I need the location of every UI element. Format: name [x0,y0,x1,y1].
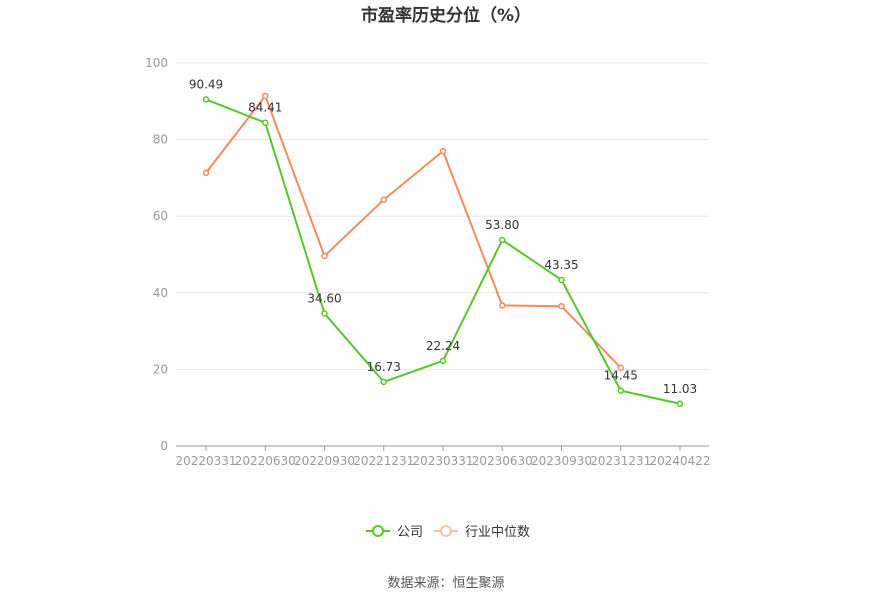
x-tick-label: 20230630 [472,454,533,468]
series-group [202,92,684,408]
data-point [617,387,624,394]
x-tick-label: 20240422 [649,454,710,468]
data-point [439,357,447,365]
legend[interactable]: 公司 行业中位数 [366,525,530,540]
data-label: 84.41 [248,101,282,115]
data-point [558,302,565,310]
data-label: 14.45 [604,369,638,383]
data-label: 16.73 [367,360,401,374]
source-note: 数据来源：恒生聚源 [387,576,504,591]
data-point [439,147,447,155]
data-point [202,96,210,103]
legend-label: 行业中位数 [465,525,530,540]
chart-title: 市盈率历史分位（%） [361,5,531,26]
y-tick-label: 80 [153,133,168,147]
legend-swatch-marker [372,525,384,537]
legend-swatch-marker [440,525,452,537]
data-point [262,92,269,100]
x-tick-label: 20220630 [235,454,296,468]
data-point [499,236,506,244]
y-tick-label: 20 [153,362,168,376]
legend-label: 公司 [397,525,423,540]
data-point [321,310,328,317]
x-tick-label: 20220930 [294,454,355,468]
data-point [558,276,565,284]
x-tick-label: 20231231 [590,454,651,468]
data-point [617,364,624,372]
data-point [321,252,328,260]
x-tick-label: 20221231 [353,454,414,468]
data-point [676,400,684,408]
legend-item-company[interactable]: 公司 [366,525,423,540]
y-axis: 0 20 40 60 80 100 [145,56,168,453]
data-point [262,119,269,126]
x-tick-label: 20220331 [175,454,236,468]
series-line-industry-median [205,94,622,369]
x-tick-label: 20230331 [412,454,473,468]
data-label: 22.24 [426,339,460,353]
x-axis: 2022033120220630202209302022123120230331… [175,445,711,468]
data-labels: 90.49 84.41 34.60 16.73 22.24 53.80 43.35 14.45… [189,77,697,395]
data-label: 11.03 [663,382,697,396]
data-point [380,196,387,203]
y-tick-label: 60 [153,209,168,223]
data-label: 43.35 [544,258,578,272]
data-label: 53.80 [485,218,519,232]
data-label: 34.60 [307,291,341,305]
data-point [380,378,387,386]
data-point [499,302,506,309]
legend-item-industry-median[interactable]: 行业中位数 [434,525,530,540]
y-tick-label: 0 [160,439,168,453]
y-tick-label: 40 [153,286,168,300]
y-tick-label: 100 [145,56,168,70]
data-label: 90.49 [189,77,223,91]
x-tick-label: 20230930 [531,454,592,468]
data-point [202,169,210,177]
